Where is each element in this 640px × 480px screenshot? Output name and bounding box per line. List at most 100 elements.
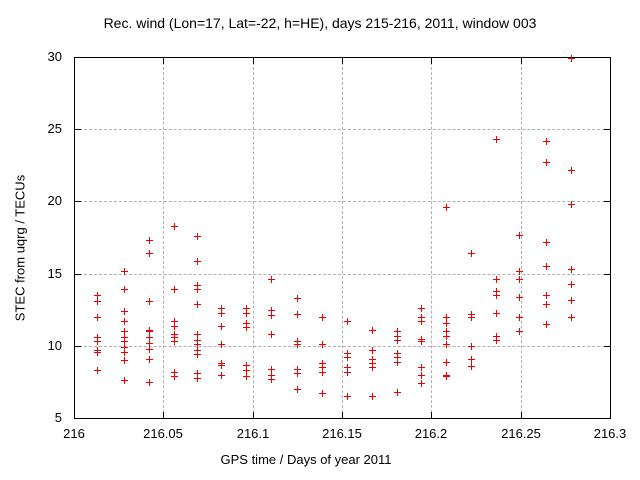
x-tick-label: 216.1 — [236, 426, 270, 441]
data-point-marker — [468, 363, 475, 370]
data-point-marker — [543, 321, 550, 328]
data-point-marker — [319, 314, 326, 321]
y-tick — [604, 274, 610, 275]
data-point-marker — [194, 301, 201, 308]
data-point-marker — [121, 377, 128, 384]
data-point-marker — [369, 327, 376, 334]
data-point-marker — [418, 318, 425, 325]
data-point-marker — [268, 307, 275, 314]
x-tick-label: 216.3 — [593, 426, 627, 441]
data-point-marker — [568, 314, 575, 321]
data-point-marker — [418, 305, 425, 312]
y-tick-label: 20 — [47, 193, 62, 208]
data-point-marker — [344, 369, 351, 376]
data-point-marker — [171, 223, 178, 230]
x-tick — [521, 412, 522, 418]
x-tick — [431, 412, 432, 418]
data-point-marker — [194, 375, 201, 382]
data-point-marker — [443, 328, 450, 335]
data-point-marker — [369, 360, 376, 367]
v-gridline — [342, 57, 343, 418]
data-point-marker — [218, 341, 225, 348]
data-point-marker — [344, 318, 351, 325]
data-point-marker — [218, 362, 225, 369]
data-point-marker — [121, 308, 128, 315]
data-point-marker — [319, 341, 326, 348]
data-point-marker — [146, 250, 153, 257]
data-point-marker — [121, 357, 128, 364]
data-point-marker — [516, 268, 523, 275]
data-point-marker — [493, 337, 500, 344]
data-point-marker — [543, 292, 550, 299]
data-point-marker — [568, 297, 575, 304]
data-point-marker — [94, 349, 101, 356]
data-point-marker — [443, 320, 450, 327]
data-point-marker — [568, 281, 575, 288]
data-point-marker — [243, 320, 250, 327]
y-tick — [75, 346, 81, 347]
y-tick — [604, 129, 610, 130]
data-point-marker — [94, 334, 101, 341]
y-tick — [75, 274, 81, 275]
data-point-marker — [171, 318, 178, 325]
y-tick — [75, 129, 81, 130]
data-point-marker — [319, 360, 326, 367]
v-gridline — [521, 57, 522, 418]
data-point-marker — [171, 323, 178, 330]
data-point-marker — [194, 347, 201, 354]
data-point-marker — [146, 334, 153, 341]
data-point-marker — [121, 338, 128, 345]
x-axis-label: GPS time / Days of year 2011 — [220, 452, 392, 467]
x-tick — [74, 412, 75, 418]
data-point-marker — [94, 314, 101, 321]
data-point-marker — [344, 350, 351, 357]
y-tick — [604, 57, 610, 58]
data-point-marker — [568, 201, 575, 208]
data-point-marker — [94, 338, 101, 345]
data-point-marker — [319, 364, 326, 371]
data-point-marker — [243, 367, 250, 374]
x-tick-label: 216.2 — [414, 426, 448, 441]
x-tick — [610, 58, 611, 64]
data-point-marker — [243, 324, 250, 331]
data-point-marker — [516, 276, 523, 283]
data-point-marker — [319, 369, 326, 376]
data-point-marker — [468, 356, 475, 363]
data-point-marker — [194, 370, 201, 377]
data-point-marker — [568, 167, 575, 174]
data-point-marker — [171, 334, 178, 341]
x-tick-label: 216 — [63, 426, 85, 441]
data-point-marker — [194, 258, 201, 265]
data-point-marker — [443, 333, 450, 340]
data-point-marker — [121, 318, 128, 325]
data-point-marker — [194, 233, 201, 240]
x-tick-label: 216.15 — [322, 426, 362, 441]
data-point-marker — [94, 298, 101, 305]
h-gridline — [74, 346, 610, 347]
data-point-marker — [121, 349, 128, 356]
data-point-marker — [493, 333, 500, 340]
data-point-marker — [394, 354, 401, 361]
data-point-marker — [516, 294, 523, 301]
data-point-marker — [369, 347, 376, 354]
data-point-marker — [146, 340, 153, 347]
data-point-marker — [94, 367, 101, 374]
data-point-marker — [194, 331, 201, 338]
data-point-marker — [418, 380, 425, 387]
data-point-marker — [493, 136, 500, 143]
data-point-marker — [516, 328, 523, 335]
x-tick-label: 216.25 — [501, 426, 541, 441]
data-point-marker — [268, 372, 275, 379]
h-gridline — [74, 274, 610, 275]
data-point-marker — [171, 338, 178, 345]
data-point-marker — [493, 288, 500, 295]
data-point-marker — [121, 268, 128, 275]
data-point-marker — [516, 232, 523, 239]
data-point-marker — [443, 314, 450, 321]
data-point-marker — [369, 356, 376, 363]
y-tick-label: 25 — [47, 121, 62, 136]
data-point-marker — [394, 389, 401, 396]
data-point-marker — [319, 390, 326, 397]
data-point-marker — [344, 364, 351, 371]
